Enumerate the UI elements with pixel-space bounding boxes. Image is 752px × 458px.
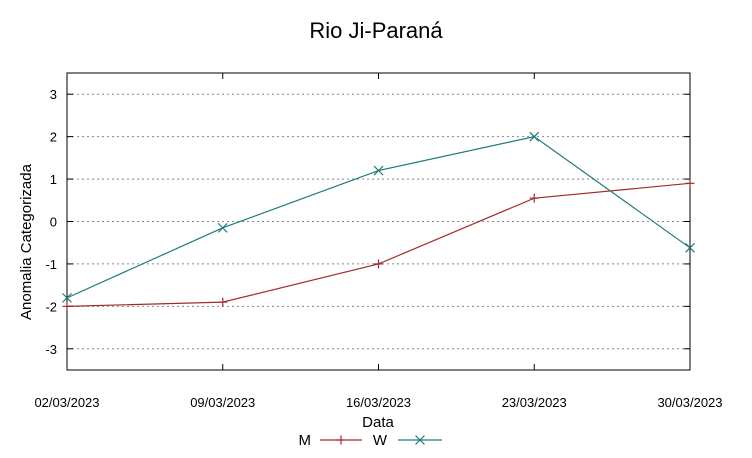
x-tick-label: 02/03/2023 xyxy=(34,395,99,410)
legend-label-m: M xyxy=(299,432,312,449)
data-point-w xyxy=(217,222,228,233)
y-tick-label: 0 xyxy=(50,215,57,230)
x-axis: 02/03/2023 09/03/2023 16/03/2023 23/03/2023… xyxy=(34,73,723,410)
data-point-w xyxy=(62,292,72,303)
y-tick-label: 3 xyxy=(50,87,57,102)
y-tick-label: 1 xyxy=(50,172,57,187)
series-line-w xyxy=(66,135,691,299)
data-point-m xyxy=(218,297,228,307)
data-point-w xyxy=(373,165,384,176)
x-tick-label: 09/03/2023 xyxy=(190,395,255,410)
series-layer xyxy=(62,131,695,311)
x-tick-label: 30/03/2023 xyxy=(657,395,722,410)
data-point-w xyxy=(685,242,695,253)
legend-marker-w xyxy=(415,435,425,445)
grid-lines xyxy=(67,93,690,350)
y-axis-label: Anomalia Categorizada xyxy=(18,163,35,320)
y-tick-label: -1 xyxy=(45,257,57,272)
series-line-m xyxy=(66,182,691,307)
x-tick-label: 23/03/2023 xyxy=(502,395,567,410)
y-axis: -3 -2 -1 0 1 2 3 xyxy=(45,87,690,357)
data-point-w xyxy=(529,131,540,142)
y-tick-label: -3 xyxy=(45,342,57,357)
legend-label-w: W xyxy=(373,432,388,449)
y-tick-label: 2 xyxy=(50,130,57,145)
x-tick-label: 16/03/2023 xyxy=(346,395,411,410)
data-point-m xyxy=(529,193,539,203)
chart-title: Rio Ji-Paraná xyxy=(309,18,443,43)
y-tick-label: -2 xyxy=(45,299,57,314)
legend-marker-m xyxy=(336,435,346,445)
x-axis-label: Data xyxy=(362,414,394,431)
data-point-m xyxy=(374,259,383,269)
data-point-m xyxy=(62,301,72,311)
data-point-m xyxy=(685,178,695,188)
